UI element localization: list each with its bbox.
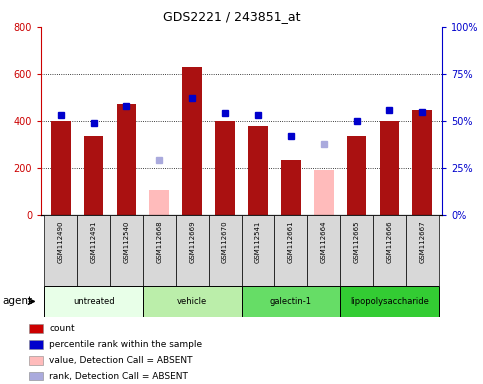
Text: vehicle: vehicle xyxy=(177,297,207,306)
Text: GSM112490: GSM112490 xyxy=(58,221,64,263)
Bar xyxy=(248,126,268,215)
Bar xyxy=(44,215,77,286)
Bar xyxy=(412,110,432,215)
Text: lipopolysaccharide: lipopolysaccharide xyxy=(350,297,429,306)
Text: galectin-1: galectin-1 xyxy=(270,297,312,306)
Text: GSM112666: GSM112666 xyxy=(386,221,392,263)
Text: rank, Detection Call = ABSENT: rank, Detection Call = ABSENT xyxy=(49,372,188,381)
Bar xyxy=(29,340,43,349)
Bar xyxy=(209,215,242,286)
Bar xyxy=(44,286,143,317)
Bar xyxy=(281,160,300,215)
Bar xyxy=(307,215,340,286)
Text: count: count xyxy=(49,324,75,333)
Bar xyxy=(77,215,110,286)
Bar xyxy=(314,170,333,215)
Bar xyxy=(29,324,43,333)
Text: GSM112541: GSM112541 xyxy=(255,221,261,263)
Bar xyxy=(380,121,399,215)
Text: GSM112669: GSM112669 xyxy=(189,221,195,263)
Bar xyxy=(242,215,274,286)
Bar xyxy=(274,215,307,286)
Text: value, Detection Call = ABSENT: value, Detection Call = ABSENT xyxy=(49,356,193,365)
Text: agent: agent xyxy=(2,296,32,306)
Bar xyxy=(143,286,242,317)
Text: GSM112670: GSM112670 xyxy=(222,221,228,263)
Bar xyxy=(51,121,71,215)
Bar xyxy=(373,215,406,286)
Text: GSM112668: GSM112668 xyxy=(156,221,162,263)
Text: GSM112491: GSM112491 xyxy=(91,221,97,263)
Bar xyxy=(143,215,176,286)
Bar xyxy=(183,67,202,215)
Bar xyxy=(340,286,439,317)
Bar xyxy=(110,215,143,286)
Text: percentile rank within the sample: percentile rank within the sample xyxy=(49,340,202,349)
Text: GSM112667: GSM112667 xyxy=(419,221,425,263)
Bar xyxy=(84,136,103,215)
Bar xyxy=(29,372,43,381)
Text: GSM112540: GSM112540 xyxy=(124,221,129,263)
Bar xyxy=(340,215,373,286)
Text: GDS2221 / 243851_at: GDS2221 / 243851_at xyxy=(163,10,300,23)
Bar xyxy=(347,136,367,215)
Text: GSM112661: GSM112661 xyxy=(288,221,294,263)
Bar xyxy=(406,215,439,286)
Bar xyxy=(116,104,136,215)
Bar xyxy=(176,215,209,286)
Text: GSM112664: GSM112664 xyxy=(321,221,327,263)
Bar xyxy=(150,190,169,215)
Bar xyxy=(29,356,43,364)
Bar xyxy=(215,121,235,215)
Text: GSM112665: GSM112665 xyxy=(354,221,359,263)
Text: untreated: untreated xyxy=(73,297,114,306)
Bar xyxy=(242,286,340,317)
